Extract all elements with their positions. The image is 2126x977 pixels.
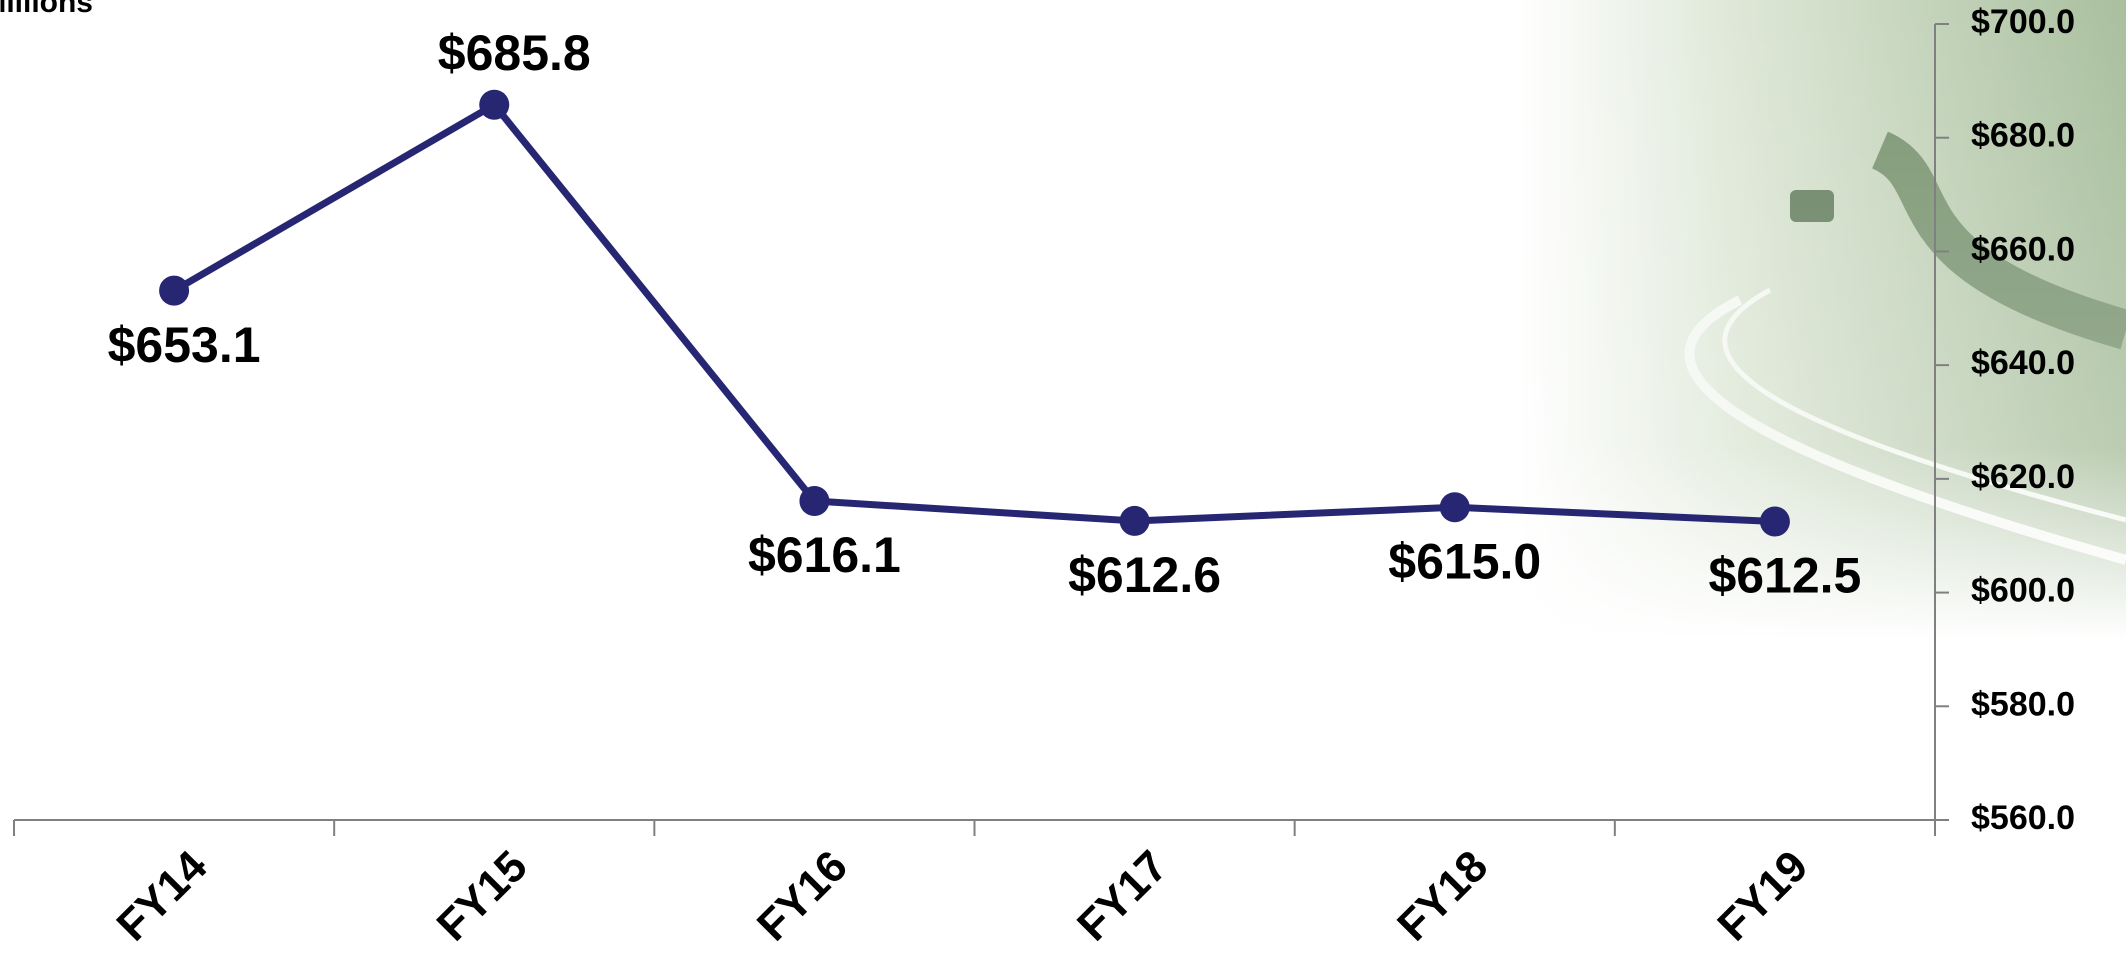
x-tick-label: FY17 [1068,841,1177,950]
x-tick-label: FY19 [1708,841,1817,950]
y-tick-label: $560.0 [1971,799,2075,837]
data-label: $653.1 [108,317,261,373]
y-tick-label: $680.0 [1971,117,2075,155]
data-point [479,89,510,120]
x-tick-label: FY18 [1388,841,1497,950]
data-label: $615.0 [1388,533,1541,589]
data-point [1759,506,1790,537]
data-label: $612.5 [1708,548,1861,604]
data-point [159,275,190,306]
x-tick-label: FY15 [428,841,537,950]
data-label: $612.6 [1068,547,1221,603]
data-line [172,101,1776,525]
data-point [1439,492,1470,523]
data-point [799,486,830,517]
y-tick-label: $600.0 [1971,572,2075,610]
y-tick-label: $660.0 [1971,230,2075,268]
data-label: $685.8 [438,25,591,81]
x-tick-label: FY16 [748,841,857,950]
data-point [1119,505,1150,536]
y-tick-label: $700.0 [1971,3,2075,41]
x-tick-label: FY14 [108,841,217,950]
y-tick-label: $620.0 [1971,458,2075,496]
y-tick-label: $640.0 [1971,344,2075,382]
data-label: $616.1 [748,527,901,583]
y-axis-title: Millions [0,0,93,19]
y-tick-label: $580.0 [1971,685,2075,723]
background-photo [1520,0,2126,640]
